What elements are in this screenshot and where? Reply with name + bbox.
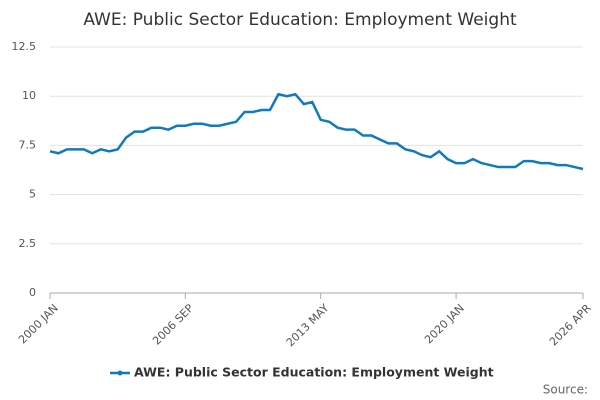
y-tick-label: 0: [29, 286, 36, 299]
y-tick-label: 7.5: [19, 138, 37, 151]
y-tick-label: 5: [29, 188, 36, 201]
series-line: [49, 92, 584, 171]
y-tick-label: 10: [22, 89, 36, 102]
y-tick-label: 2.5: [19, 237, 37, 250]
y-tick-label: 12.5: [12, 40, 37, 53]
x-tick-label: 2000 JAN: [16, 302, 61, 347]
chart-title: AWE: Public Sector Education: Employment…: [83, 10, 517, 30]
source: Source:: [543, 383, 588, 397]
x-tick-label: 2013 MAY: [284, 301, 332, 349]
legend-marker: [117, 370, 123, 376]
x-tick-label: 2006 SEP: [150, 301, 196, 347]
legend-label: AWE: Public Sector Education: Employment…: [134, 365, 494, 380]
x-tick-label: 2020 JAN: [422, 302, 467, 347]
x-tick-label: 2026 APR: [547, 301, 594, 348]
